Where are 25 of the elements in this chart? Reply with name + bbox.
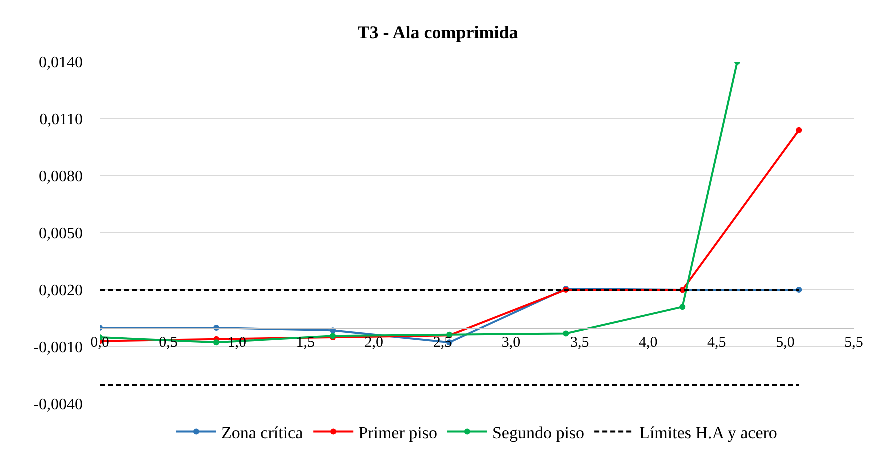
point xyxy=(563,330,570,337)
x-tick-label: 4,5 xyxy=(708,335,726,351)
x-tick-label: 5,0 xyxy=(776,335,795,351)
y-tick-label: 0,0020 xyxy=(39,282,83,300)
legend-label: Primer piso xyxy=(358,423,438,442)
chart-title: T3 - Ala comprimida xyxy=(358,22,518,43)
point xyxy=(680,304,686,310)
legend-label: Segundo piso xyxy=(492,423,585,442)
x-tick-label: 5,5 xyxy=(844,335,864,351)
legend-label: Límites H.A y acero xyxy=(640,423,778,442)
point xyxy=(214,340,220,346)
legend-label: Zona crítica xyxy=(222,423,304,442)
x-tick-label: 4,0 xyxy=(638,335,658,351)
y-tick-label: 0,0050 xyxy=(39,226,83,243)
y-tick-label: -0,0040 xyxy=(34,396,83,414)
y-tick-label: 0,0140 xyxy=(39,54,83,72)
y-tick-label: -0,0010 xyxy=(34,340,83,357)
point xyxy=(796,127,802,134)
x-tick-label: 1,5 xyxy=(296,335,316,351)
x-tick-label: 0,0 xyxy=(90,335,110,351)
y-tick-label: 0,0110 xyxy=(40,112,83,129)
y-tick-label: 0,0080 xyxy=(39,168,83,186)
x-tick-label: 3,5 xyxy=(570,335,590,351)
x-tick-label: 2,0 xyxy=(364,335,384,351)
x-tick-label: 3,0 xyxy=(502,335,521,351)
